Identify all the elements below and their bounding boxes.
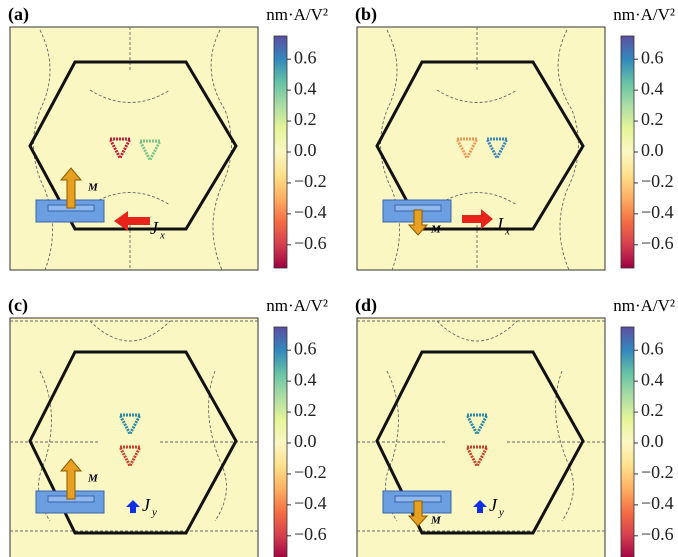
moment-label: M — [87, 473, 99, 485]
colorbar-tick-label: 0.2 — [641, 400, 664, 420]
colorbar — [621, 327, 634, 557]
colorbar-tick-label: −0.2 — [294, 171, 327, 191]
current-label: J — [142, 495, 151, 515]
colorbar-tick-label: 0.6 — [294, 338, 317, 358]
colorbar-tick-label: 0.4 — [641, 369, 664, 389]
colorbar-tick-label: 0.2 — [294, 400, 317, 420]
current-component: x — [159, 230, 165, 242]
panel-label: (c) — [8, 295, 28, 316]
colorbar-tick-label: 0.2 — [294, 109, 317, 129]
moment-label: M — [430, 515, 442, 527]
panel-label: (b) — [355, 4, 377, 25]
colorbar-tick-label: −0.4 — [294, 493, 327, 513]
colorbar-label: nm·A/V² — [613, 296, 675, 315]
colorbar-tick-label: 0.4 — [294, 369, 317, 389]
colorbar-tick-label: −0.2 — [641, 462, 674, 482]
current-label: J — [489, 495, 498, 515]
figure: (a)nm·A/V²MJx0.60.40.20.0−0.2−0.4−0.6(b)… — [0, 0, 678, 557]
panel-label: (a) — [8, 4, 29, 25]
colorbar — [274, 36, 287, 268]
colorbar-label: nm·A/V² — [266, 5, 328, 24]
current-label: J — [150, 218, 159, 238]
panel-label: (d) — [355, 295, 377, 316]
colorbar-tick-label: −0.6 — [641, 233, 674, 253]
colorbar-tick-label: 0.6 — [641, 47, 664, 67]
colorbar-tick-label: 0.0 — [641, 431, 664, 451]
colorbar-tick-label: −0.2 — [641, 171, 674, 191]
colorbar-tick-label: −0.6 — [294, 233, 327, 253]
map-background — [10, 318, 258, 557]
colorbar-tick-label: −0.6 — [641, 524, 674, 544]
colorbar-tick-label: −0.6 — [294, 524, 327, 544]
colorbar — [274, 327, 287, 557]
moment-label: M — [87, 182, 99, 194]
colorbar-tick-label: −0.2 — [294, 462, 327, 482]
current-label: J — [495, 214, 504, 234]
colorbar-tick-label: 0.2 — [641, 109, 664, 129]
colorbar-tick-label: 0.0 — [294, 431, 317, 451]
map-background — [357, 318, 605, 557]
colorbar-label: nm·A/V² — [266, 296, 328, 315]
colorbar-tick-label: 0.4 — [294, 78, 317, 98]
current-component: y — [151, 507, 157, 519]
current-component: y — [498, 507, 504, 519]
colorbar — [621, 36, 634, 268]
colorbar-tick-label: −0.4 — [641, 202, 674, 222]
current-component: x — [504, 226, 510, 238]
colorbar-label: nm·A/V² — [613, 5, 675, 24]
colorbar-tick-label: 0.6 — [294, 47, 317, 67]
colorbar-tick-label: 0.4 — [641, 78, 664, 98]
colorbar-tick-label: 0.0 — [641, 140, 664, 160]
moment-label: M — [430, 224, 442, 236]
colorbar-tick-label: 0.6 — [641, 338, 664, 358]
colorbar-tick-label: 0.0 — [294, 140, 317, 160]
colorbar-tick-label: −0.4 — [294, 202, 327, 222]
colorbar-tick-label: −0.4 — [641, 493, 674, 513]
